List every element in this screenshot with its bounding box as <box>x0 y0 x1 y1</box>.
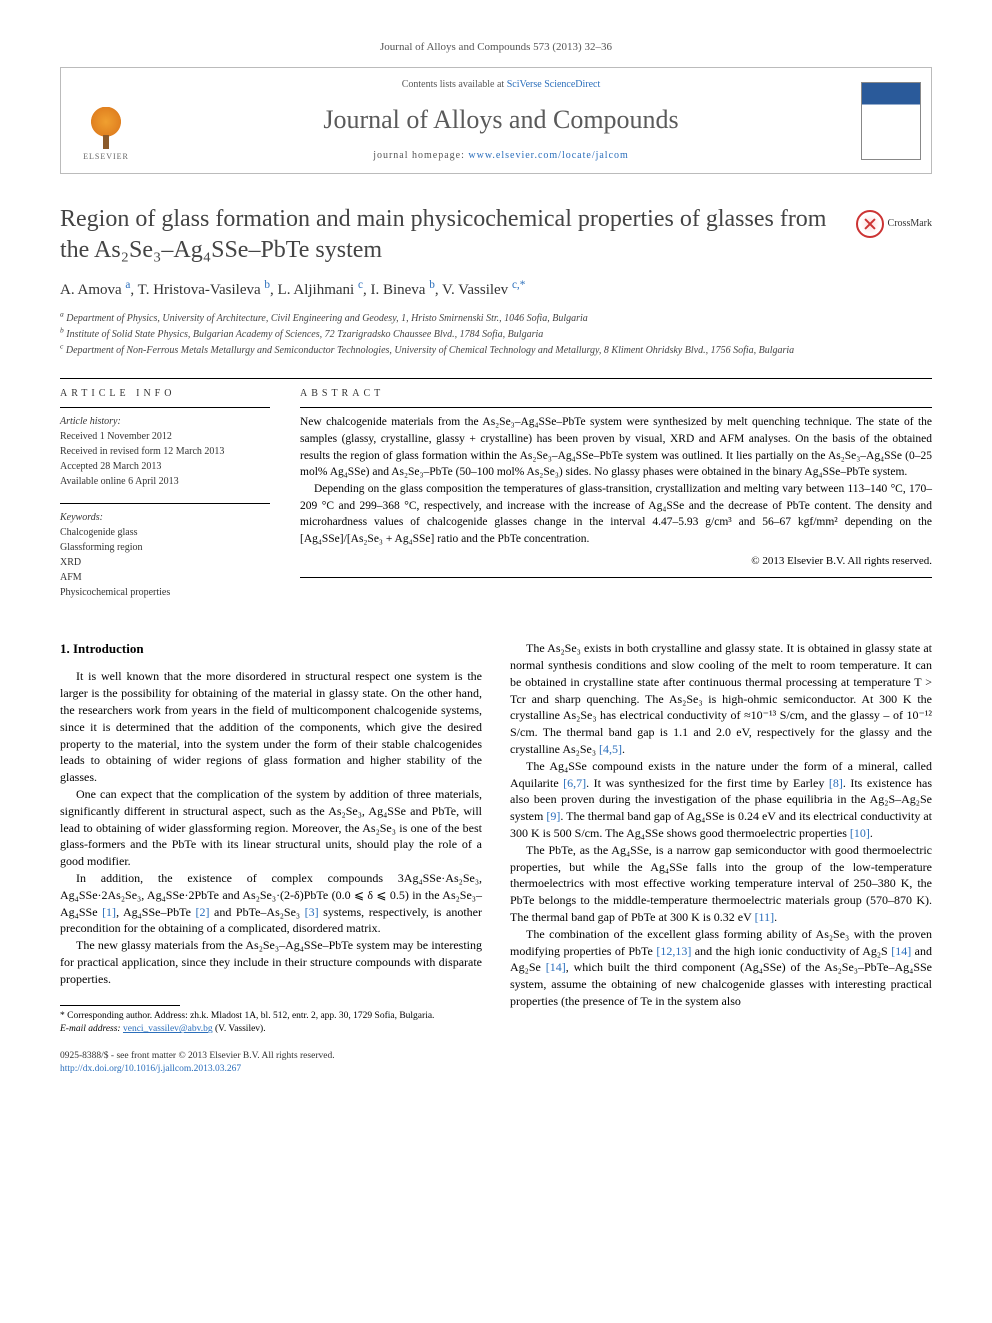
journal-cover-thumbnail[interactable] <box>861 82 921 160</box>
affiliation-line: c Department of Non-Ferrous Metals Metal… <box>60 343 932 358</box>
elsevier-logo[interactable]: ELSEVIER <box>76 105 136 165</box>
abstract-paragraph: Depending on the glass composition the t… <box>300 481 932 548</box>
email-author: (V. Vassilev). <box>213 1024 266 1034</box>
citation-ref[interactable]: [10] <box>850 826 870 840</box>
doi-link[interactable]: http://dx.doi.org/10.1016/j.jallcom.2013… <box>60 1064 241 1074</box>
keyword-line: XRD <box>60 555 270 570</box>
abstract-paragraph: New chalcogenide materials from the As₂S… <box>300 414 932 481</box>
contents-prefix: Contents lists available at <box>402 79 507 90</box>
keywords-block: Keywords: Chalcogenide glassGlassforming… <box>60 503 270 600</box>
body-paragraph: The PbTe, as the Ag₄SSe, is a narrow gap… <box>510 842 932 926</box>
abstract-copyright: © 2013 Elsevier B.V. All rights reserved… <box>300 554 932 569</box>
journal-name: Journal of Alloys and Compounds <box>151 102 851 138</box>
citation-ref[interactable]: [6,7] <box>563 776 586 790</box>
crossmark-label: CrossMark <box>888 217 932 231</box>
citation-ref[interactable]: [8] <box>829 776 843 790</box>
journal-homepage-line: journal homepage: www.elsevier.com/locat… <box>151 149 851 163</box>
abstract-body: New chalcogenide materials from the As₂S… <box>300 407 932 547</box>
corresponding-email-link[interactable]: venci_vassilev@abv.bg <box>123 1024 213 1034</box>
keyword-line: Glassforming region <box>60 540 270 555</box>
body-paragraph: The As₂Se₃ exists in both crystalline an… <box>510 640 932 758</box>
history-line: Accepted 28 March 2013 <box>60 459 270 474</box>
journal-header-center: Contents lists available at SciVerse Sci… <box>151 68 851 172</box>
crossmark-badge[interactable]: CrossMark <box>856 210 932 238</box>
citation-ref[interactable]: [14] <box>546 960 566 974</box>
history-header: Article history: <box>60 414 270 429</box>
article-history: Article history: Received 1 November 201… <box>60 407 270 489</box>
homepage-prefix: journal homepage: <box>373 150 468 161</box>
abstract-column: abstract New chalcogenide materials from… <box>300 387 932 614</box>
contents-list-line: Contents lists available at SciVerse Sci… <box>151 78 851 92</box>
citation-ref[interactable]: [3] <box>305 905 319 919</box>
citation-ref[interactable]: [1] <box>102 905 116 919</box>
citation-ref[interactable]: [2] <box>196 905 210 919</box>
journal-header: ELSEVIER Contents lists available at Sci… <box>60 67 932 173</box>
divider <box>300 577 932 578</box>
affiliations: a Department of Physics, University of A… <box>60 311 932 358</box>
elsevier-label: ELSEVIER <box>83 151 129 162</box>
body-paragraph: In addition, the existence of complex co… <box>60 870 482 937</box>
crossmark-icon <box>856 210 884 238</box>
affiliation-line: b Institute of Solid State Physics, Bulg… <box>60 327 932 342</box>
affiliation-line: a Department of Physics, University of A… <box>60 311 932 326</box>
body-paragraph: It is well known that the more disordere… <box>60 668 482 786</box>
history-line: Received 1 November 2012 <box>60 429 270 444</box>
keyword-line: Physicochemical properties <box>60 585 270 600</box>
issn-copyright-line: 0925-8388/$ - see front matter © 2013 El… <box>60 1050 482 1063</box>
body-paragraph: The Ag₄SSe compound exists in the nature… <box>510 758 932 842</box>
journal-homepage-link[interactable]: www.elsevier.com/locate/jalcom <box>468 150 628 161</box>
front-matter-meta: 0925-8388/$ - see front matter © 2013 El… <box>60 1050 482 1076</box>
citation-ref[interactable]: [9] <box>546 809 560 823</box>
intro-heading: 1. Introduction <box>60 640 482 658</box>
corresponding-author-note: * Corresponding author. Address: zh.k. M… <box>60 1010 482 1023</box>
article-body: 1. Introduction It is well known that th… <box>60 640 932 1076</box>
article-info-heading: article info <box>60 387 270 401</box>
body-paragraph: The new glassy materials from the As₂Se₃… <box>60 937 482 987</box>
elsevier-tree-icon <box>81 107 131 149</box>
author-list: A. Amova a, T. Hristova-Vasileva b, L. A… <box>60 280 932 301</box>
keywords-header: Keywords: <box>60 510 270 525</box>
email-line: E-mail address: venci_vassilev@abv.bg (V… <box>60 1023 482 1036</box>
publisher-logo-cell: ELSEVIER <box>61 68 151 172</box>
body-paragraph: One can expect that the complication of … <box>60 786 482 870</box>
divider <box>60 378 932 379</box>
history-line: Received in revised form 12 March 2013 <box>60 444 270 459</box>
abstract-heading: abstract <box>300 387 932 401</box>
citation-ref[interactable]: [14] <box>891 944 911 958</box>
body-paragraph: The combination of the excellent glass f… <box>510 926 932 1010</box>
article-title: Region of glass formation and main physi… <box>60 204 840 266</box>
email-label: E-mail address: <box>60 1024 123 1034</box>
citation-ref[interactable]: [4,5] <box>599 742 622 756</box>
footnotes: * Corresponding author. Address: zh.k. M… <box>60 1010 482 1036</box>
citation-ref[interactable]: [12,13] <box>656 944 691 958</box>
journal-reference: Journal of Alloys and Compounds 573 (201… <box>60 40 932 55</box>
footnote-separator <box>60 1005 180 1006</box>
citation-ref[interactable]: [11] <box>755 910 775 924</box>
journal-cover-cell <box>851 68 931 172</box>
article-info-column: article info Article history: Received 1… <box>60 387 270 614</box>
keyword-line: AFM <box>60 570 270 585</box>
keyword-line: Chalcogenide glass <box>60 525 270 540</box>
history-line: Available online 6 April 2013 <box>60 474 270 489</box>
sciencedirect-link[interactable]: SciVerse ScienceDirect <box>507 79 601 90</box>
